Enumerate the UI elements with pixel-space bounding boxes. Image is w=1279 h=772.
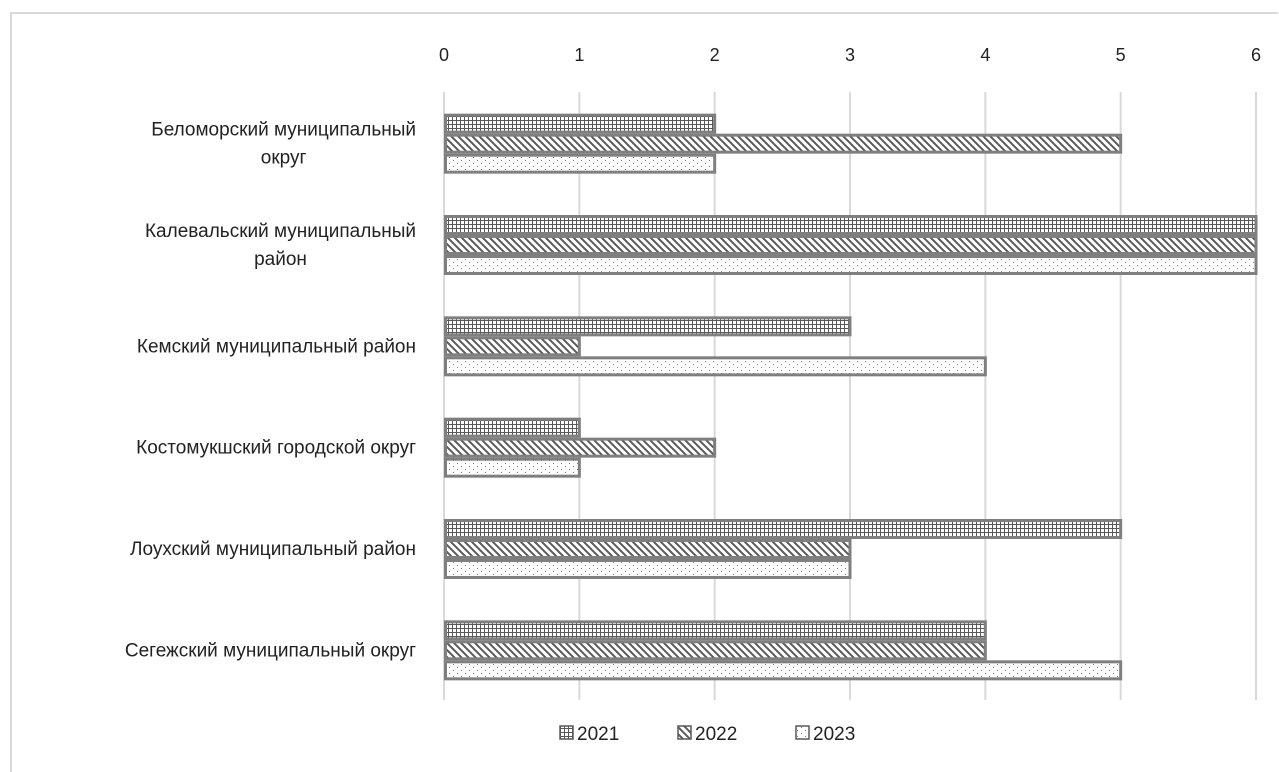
bar-2023-2 xyxy=(444,356,987,377)
x-tick-label: 3 xyxy=(845,45,855,65)
category-label: Кемский муниципальный район xyxy=(137,336,416,357)
x-tick-label: 6 xyxy=(1251,45,1261,65)
bar-2022-1 xyxy=(444,235,1258,255)
category-label: Сегежский муниципальный округ xyxy=(125,640,416,661)
legend-swatch-2022 xyxy=(677,725,692,740)
bar-2021-0 xyxy=(444,113,717,134)
bar-2022-3 xyxy=(444,437,717,458)
legend-label-2021: 2021 xyxy=(577,724,619,745)
x-tick-label: 0 xyxy=(439,45,449,65)
bar-2023-5 xyxy=(444,660,1123,681)
x-tick-label: 1 xyxy=(574,45,584,65)
x-axis-ticks: 0 1 2 3 4 5 6 xyxy=(439,45,1261,65)
x-tick-label: 4 xyxy=(980,45,990,65)
bar-2022-5 xyxy=(444,640,987,661)
x-tick-label: 5 xyxy=(1116,45,1126,65)
legend-label-2023: 2023 xyxy=(813,724,855,745)
chart-frame xyxy=(10,12,1278,772)
category-label: Лоухский муниципальный район xyxy=(130,539,416,560)
category-label: Калевальский муниципальный район xyxy=(145,221,416,270)
bar-2021-3 xyxy=(444,417,581,438)
category-label: Беломорский муниципальный округ xyxy=(151,120,416,169)
bar-2022-2 xyxy=(444,336,581,357)
bar-2023-4 xyxy=(444,559,852,579)
bar-2023-1 xyxy=(444,255,1258,275)
bar-2021-4 xyxy=(444,519,1123,539)
bar-2023-0 xyxy=(444,153,717,174)
bar-2022-0 xyxy=(444,133,1123,154)
category-label: Костомукшский городской округ xyxy=(136,438,416,459)
bar-2021-2 xyxy=(444,316,852,337)
bars xyxy=(444,113,1258,681)
x-tick-label: 2 xyxy=(710,45,720,65)
legend-label-2022: 2022 xyxy=(695,724,737,745)
bar-2022-4 xyxy=(444,539,852,559)
bar-2021-5 xyxy=(444,620,987,641)
bar-2023-3 xyxy=(444,457,581,478)
legend: 2021 2022 2023 xyxy=(559,724,855,745)
bar-2021-1 xyxy=(444,215,1258,235)
legend-swatch-2021 xyxy=(559,725,574,740)
category-labels: Беломорский муниципальный округ Калевальск… xyxy=(125,120,416,662)
gridlines xyxy=(443,92,1257,700)
legend-swatch-2023 xyxy=(795,725,810,740)
